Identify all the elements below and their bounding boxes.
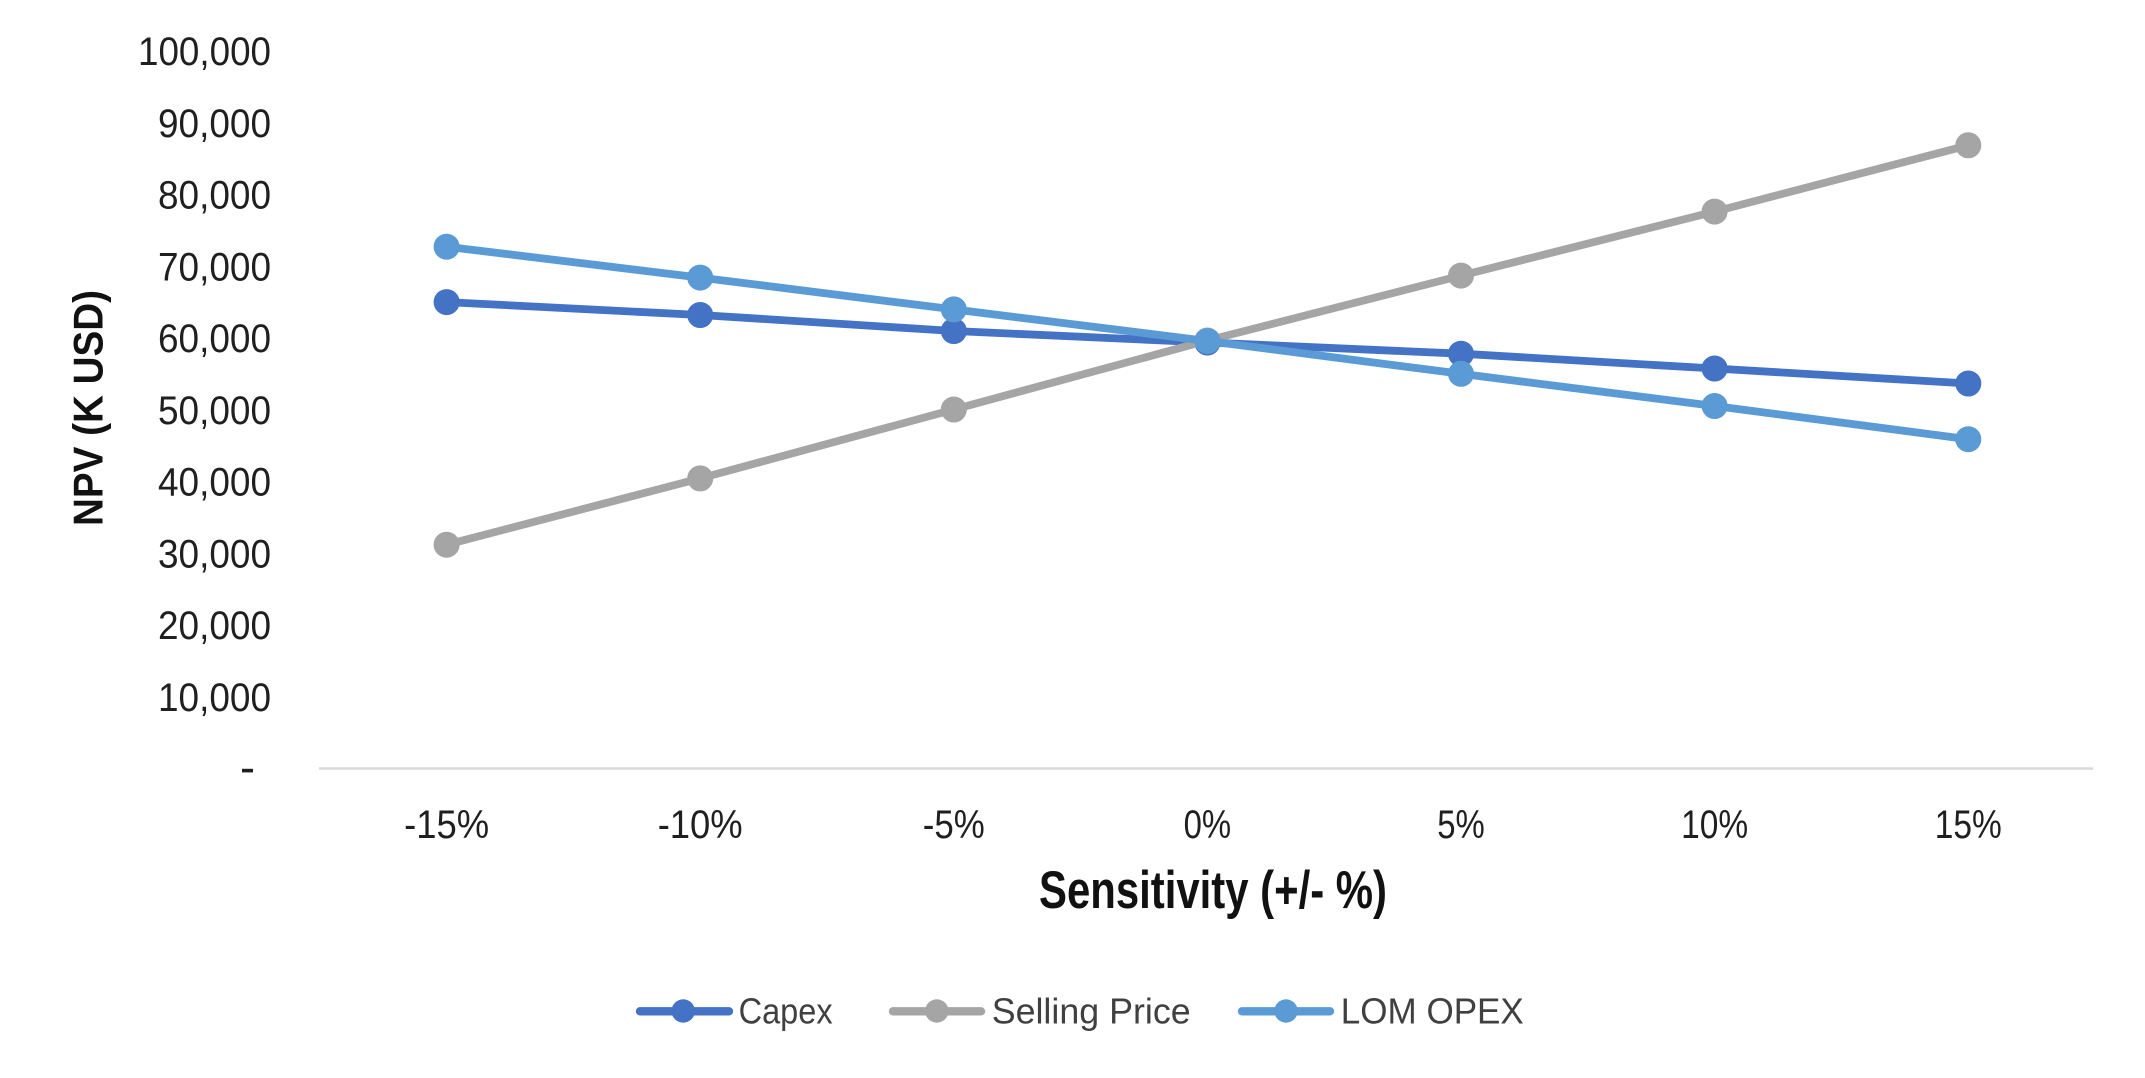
svg-text:40,000: 40,000 (158, 461, 271, 505)
svg-text:90,000: 90,000 (158, 102, 271, 146)
svg-text:5%: 5% (1437, 803, 1485, 847)
svg-text:30,000: 30,000 (158, 532, 271, 576)
svg-text:NPV (K USD): NPV (K USD) (65, 290, 112, 526)
svg-text:0%: 0% (1184, 803, 1232, 847)
svg-text:LOM OPEX: LOM OPEX (1341, 991, 1524, 1032)
svg-text:Selling Price: Selling Price (992, 991, 1191, 1032)
svg-text:10,000: 10,000 (158, 676, 271, 720)
svg-text:50,000: 50,000 (158, 389, 271, 433)
svg-text:15%: 15% (1935, 803, 2002, 847)
svg-text:10%: 10% (1681, 803, 1748, 847)
svg-text:-5%: -5% (923, 803, 985, 847)
svg-text:60,000: 60,000 (158, 317, 271, 361)
svg-text:-10%: -10% (658, 803, 743, 847)
svg-text:20,000: 20,000 (158, 604, 271, 648)
svg-text:Sensitivity (+/- %): Sensitivity (+/- %) (1039, 861, 1387, 920)
svg-text:Capex: Capex (739, 991, 833, 1032)
svg-text:100,000: 100,000 (138, 30, 271, 74)
svg-text:-15%: -15% (404, 803, 489, 847)
svg-text:80,000: 80,000 (158, 174, 271, 218)
svg-text:70,000: 70,000 (158, 245, 271, 289)
